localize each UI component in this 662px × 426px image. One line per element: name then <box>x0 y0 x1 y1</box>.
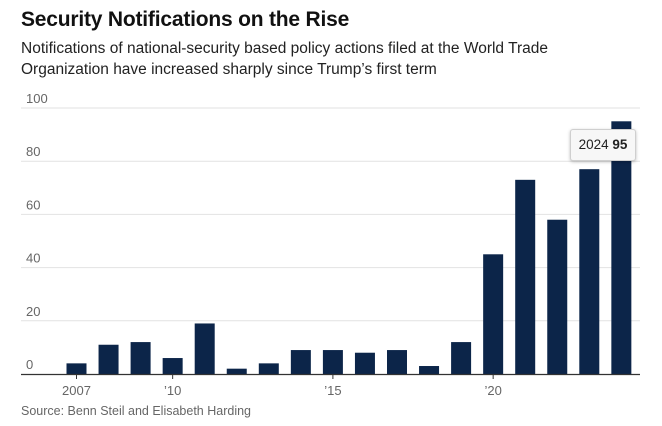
bar-2016[interactable] <box>354 352 375 374</box>
tooltip-value: 95 <box>612 137 628 152</box>
x-tick-label-3: ’10 <box>164 383 181 398</box>
bar-2015[interactable] <box>322 350 343 374</box>
bar-2013[interactable] <box>258 363 279 374</box>
y-tick-label-80: 80 <box>26 144 40 159</box>
bar-2018[interactable] <box>419 366 440 374</box>
x-tick-label-13: ’20 <box>484 383 501 398</box>
x-tick-label-0: 2007 <box>62 383 91 398</box>
bar-2012[interactable] <box>226 368 247 374</box>
source-note: Source: Benn Steil and Elisabeth Harding <box>21 404 252 418</box>
bar-2017[interactable] <box>387 350 407 374</box>
bar-2009[interactable] <box>130 342 151 374</box>
chart-subtitle: Notifications of national-security based… <box>21 40 548 78</box>
bar-2007[interactable] <box>66 363 87 374</box>
y-tick-label-20: 20 <box>26 304 40 319</box>
x-tick-label-8: ’15 <box>324 383 341 398</box>
y-tick-label-100: 100 <box>26 91 48 106</box>
axes: 0 20 40 60 80 100 2007 ’10 ’15 ’20 <box>21 91 640 398</box>
bar-2008[interactable] <box>98 344 119 374</box>
bar-2010[interactable] <box>162 358 183 374</box>
chart-title: Security Notifications on the Rise <box>21 8 350 31</box>
y-tick-label-60: 60 <box>26 197 40 212</box>
bars <box>66 121 632 374</box>
bar-2014[interactable] <box>290 350 311 374</box>
gridlines <box>21 107 640 322</box>
bar-2021[interactable] <box>515 179 536 374</box>
bar-2019[interactable] <box>451 342 472 374</box>
tooltip-year: 2024 <box>578 137 609 152</box>
bar-2011[interactable] <box>194 323 215 374</box>
bar-2022[interactable] <box>547 219 568 374</box>
bar-2023[interactable] <box>579 169 600 374</box>
bar-2024[interactable] <box>611 121 632 374</box>
y-tick-label-40: 40 <box>26 251 40 266</box>
y-tick-label-0: 0 <box>26 357 33 372</box>
hover-tooltip: 2024 95 <box>570 129 636 161</box>
bar-2020[interactable] <box>483 254 504 374</box>
